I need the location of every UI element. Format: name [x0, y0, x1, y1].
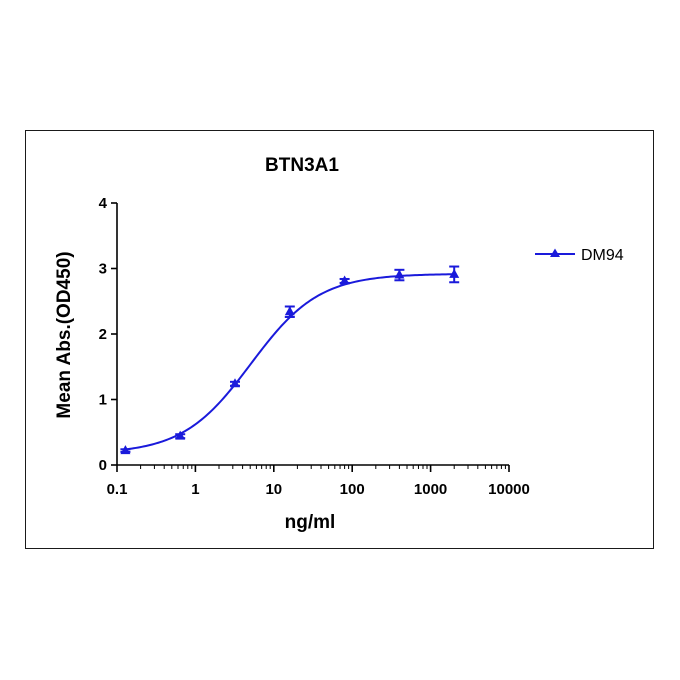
y-tick-label: 1: [99, 392, 107, 409]
data-point-triangle: [449, 268, 460, 278]
x-tick-label: 1000: [414, 481, 447, 498]
legend-label-dm94: DM94: [581, 247, 624, 264]
data-point-triangle: [120, 445, 131, 455]
data-point-triangle: [339, 275, 350, 285]
fit-curve-line: [125, 273, 455, 451]
x-axis: 0.1 1 10 100 1000 10000: [107, 464, 530, 498]
y-tick-label: 0: [99, 457, 107, 474]
y-axis-label: Mean Abs.(OD450): [54, 251, 75, 418]
x-tick-label: 10000: [488, 481, 530, 498]
chart-frame: [25, 130, 654, 549]
y-tick-label: 2: [99, 326, 107, 343]
data-point-triangle: [175, 430, 186, 440]
y-ticks: 0 1 2 3 4: [99, 195, 117, 474]
x-ticks: 0.1 1 10 100 1000 10000: [107, 465, 530, 498]
x-tick-label: 1: [191, 481, 199, 498]
legend: DM94: [535, 247, 624, 264]
data-point-triangle: [284, 306, 295, 316]
chart-title: BTN3A1: [265, 155, 339, 176]
x-axis-label: ng/ml: [285, 512, 336, 533]
plot-area: [120, 265, 460, 455]
x-tick-label: 10: [265, 481, 282, 498]
x-tick-label: 100: [340, 481, 365, 498]
data-point-triangle: [230, 378, 241, 388]
x-tick-label: 0.1: [107, 481, 128, 498]
y-tick-label: 4: [99, 195, 108, 212]
y-tick-label: 3: [99, 261, 107, 278]
y-axis: 0 1 2 3 4: [99, 195, 118, 474]
legend-marker: [550, 248, 560, 257]
data-point-triangle: [394, 269, 405, 279]
